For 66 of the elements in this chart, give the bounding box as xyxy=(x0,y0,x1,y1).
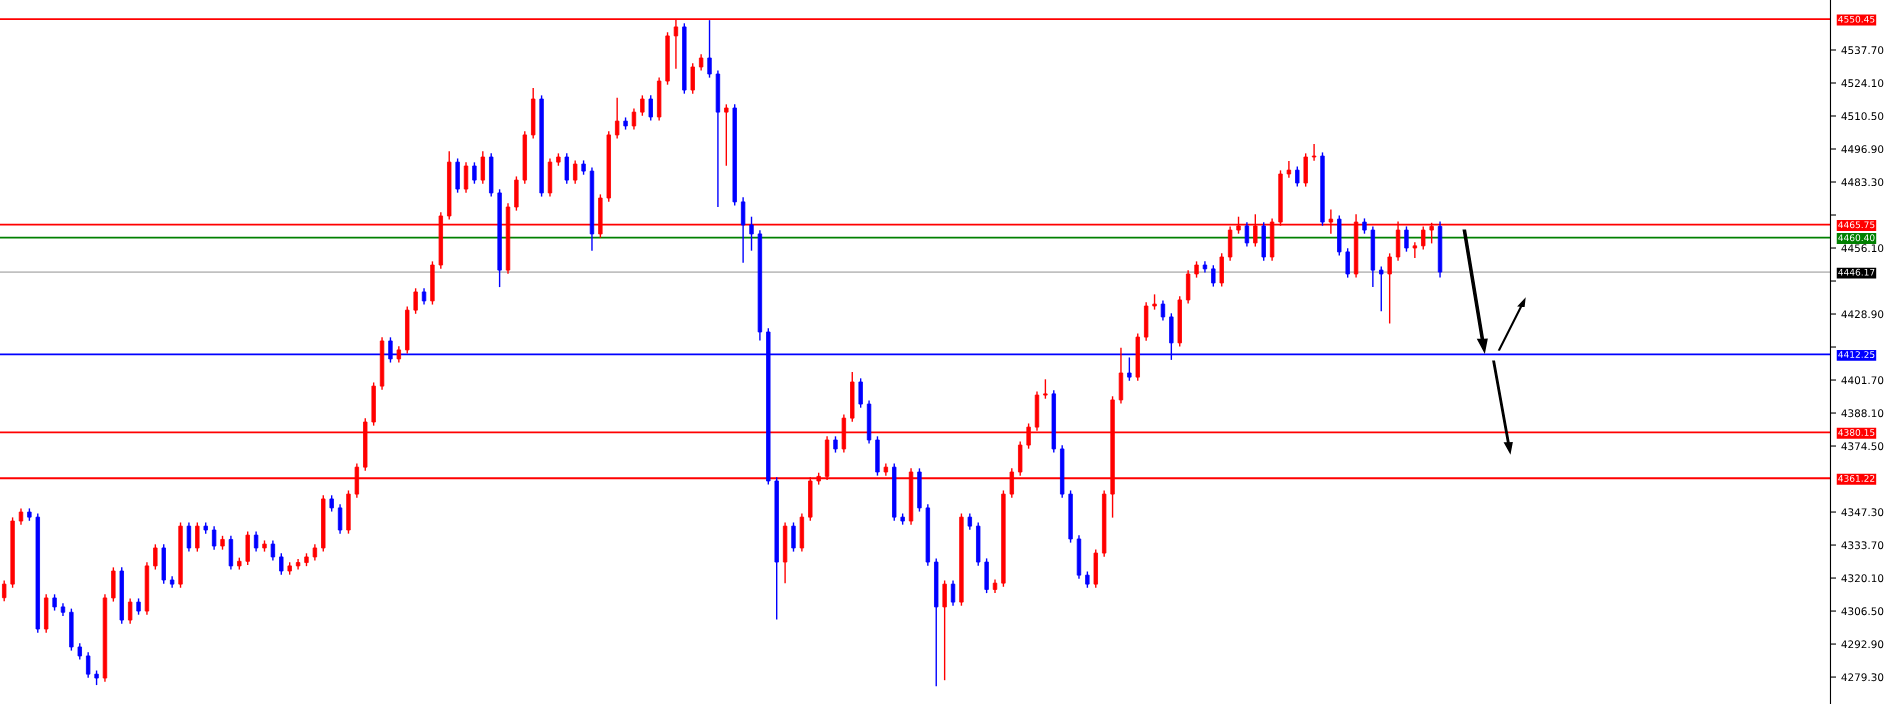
candlestick xyxy=(707,19,712,79)
candlestick xyxy=(1286,160,1292,179)
candlestick xyxy=(858,377,863,409)
candlestick xyxy=(791,521,796,553)
y-tick-label: 4510.50 xyxy=(1841,112,1884,121)
ref-line-label: 4465.75 xyxy=(1838,221,1875,229)
y-tick-label: 4306.50 xyxy=(1841,607,1884,616)
candlestick xyxy=(631,107,637,131)
candlestick xyxy=(749,216,754,252)
ref-line-label: 4460.40 xyxy=(1838,234,1875,242)
y-tick-label: 4279.30 xyxy=(1841,673,1884,682)
candlestick xyxy=(253,530,259,553)
y-tick-label: 4320.10 xyxy=(1841,574,1884,583)
candlestick xyxy=(1160,299,1166,322)
candlestick xyxy=(463,161,469,194)
candlestick xyxy=(1412,241,1418,259)
candlestick xyxy=(1387,252,1392,325)
candlestick xyxy=(153,543,158,571)
y-tick-label: 4292.90 xyxy=(1841,640,1884,649)
ref-line-label: 4550.45 xyxy=(1838,15,1875,23)
candlestick xyxy=(337,503,343,535)
candlestick xyxy=(279,552,284,576)
ref-line-label: 4361.22 xyxy=(1838,474,1875,482)
candlestick xyxy=(2,579,7,603)
candlestick xyxy=(472,161,477,185)
candlestick xyxy=(690,62,695,95)
candlestick xyxy=(564,152,569,185)
candlestick xyxy=(1311,143,1317,162)
candlestick xyxy=(572,159,578,185)
y-tick-label: 4524.10 xyxy=(1841,79,1884,88)
y-tick-label: 4374.50 xyxy=(1841,442,1884,451)
candlestick xyxy=(1244,221,1250,248)
candlestick xyxy=(648,94,653,122)
candlestick xyxy=(1127,356,1132,382)
candlestick xyxy=(614,97,620,140)
ref-line-label: 4412.25 xyxy=(1838,351,1875,358)
candlestick xyxy=(1379,265,1384,313)
y-tick-label: 4388.10 xyxy=(1841,409,1884,418)
y-tick-label: 4537.70 xyxy=(1841,46,1884,55)
candlestick xyxy=(186,521,192,553)
candlestick xyxy=(724,103,729,167)
candlestick xyxy=(1211,264,1216,288)
y-tick-label: 4483.30 xyxy=(1841,178,1884,187)
ref-line-label: 4380.15 xyxy=(1838,429,1875,436)
candlestick xyxy=(1404,225,1409,253)
candlestick xyxy=(85,651,91,679)
y-tick-label: 4347.30 xyxy=(1841,508,1884,517)
candlestick xyxy=(211,525,217,551)
candlestick xyxy=(195,521,200,553)
y-tick-label: 4333.70 xyxy=(1841,541,1884,550)
candlestick xyxy=(1295,165,1300,188)
candlestick xyxy=(740,196,746,264)
y-tick-label: 4401.70 xyxy=(1841,376,1884,385)
candlestick xyxy=(127,597,133,625)
candlestick xyxy=(640,94,645,117)
candlestick xyxy=(270,539,276,562)
candlestick xyxy=(1345,247,1350,279)
ref-line-label: 4446.17 xyxy=(1838,268,1875,276)
candlestick xyxy=(413,287,418,315)
candlestick xyxy=(1043,378,1048,400)
y-tick-label: 4496.90 xyxy=(1841,145,1884,154)
y-tick-label: 4456.10 xyxy=(1841,244,1884,253)
candlestick xyxy=(950,579,956,607)
candlestick xyxy=(942,579,947,681)
candlestick xyxy=(480,150,485,185)
y-tick-label: 4428.90 xyxy=(1841,310,1884,319)
